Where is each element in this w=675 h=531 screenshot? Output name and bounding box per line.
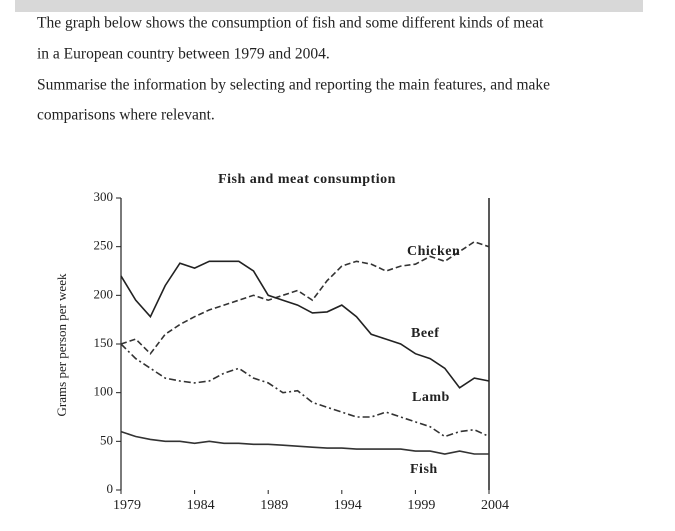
data-line [120, 260, 490, 389]
x-tick-label: 1984 [187, 498, 215, 513]
x-tick-label: 1989 [260, 498, 288, 513]
series-label: Fish [410, 462, 438, 477]
x-tick-label: 1999 [407, 498, 435, 513]
chart-title: Fish and meat consumption [218, 172, 396, 187]
series-label: Chicken [407, 244, 460, 259]
series-label: Beef [411, 326, 439, 341]
toolbar-strip [15, 0, 643, 12]
data-line [120, 430, 489, 455]
data-line [120, 240, 490, 355]
x-tick-label: 2004 [481, 498, 509, 513]
prompt-line: The graph below shows the consumption of… [37, 15, 544, 32]
x-tick-label: 1994 [334, 498, 362, 513]
y-tick-label: 200 [94, 286, 114, 301]
y-tick-label: 150 [94, 335, 114, 350]
y-tick-label: 300 [94, 189, 114, 204]
y-tick-label: 50 [100, 432, 113, 447]
y-axis-label: Grams per person per week [54, 273, 69, 416]
y-tick-label: 250 [94, 238, 114, 253]
prompt-line: Summarise the information by selecting a… [37, 77, 550, 94]
y-tick-label: 100 [94, 384, 114, 399]
x-tick-label: 1979 [113, 498, 141, 513]
y-tick-label: 0 [107, 481, 114, 496]
prompt-line: comparisons where relevant. [37, 107, 215, 124]
series-label: Lamb [412, 390, 450, 405]
prompt-line: in a European country between 1979 and 2… [37, 46, 330, 63]
